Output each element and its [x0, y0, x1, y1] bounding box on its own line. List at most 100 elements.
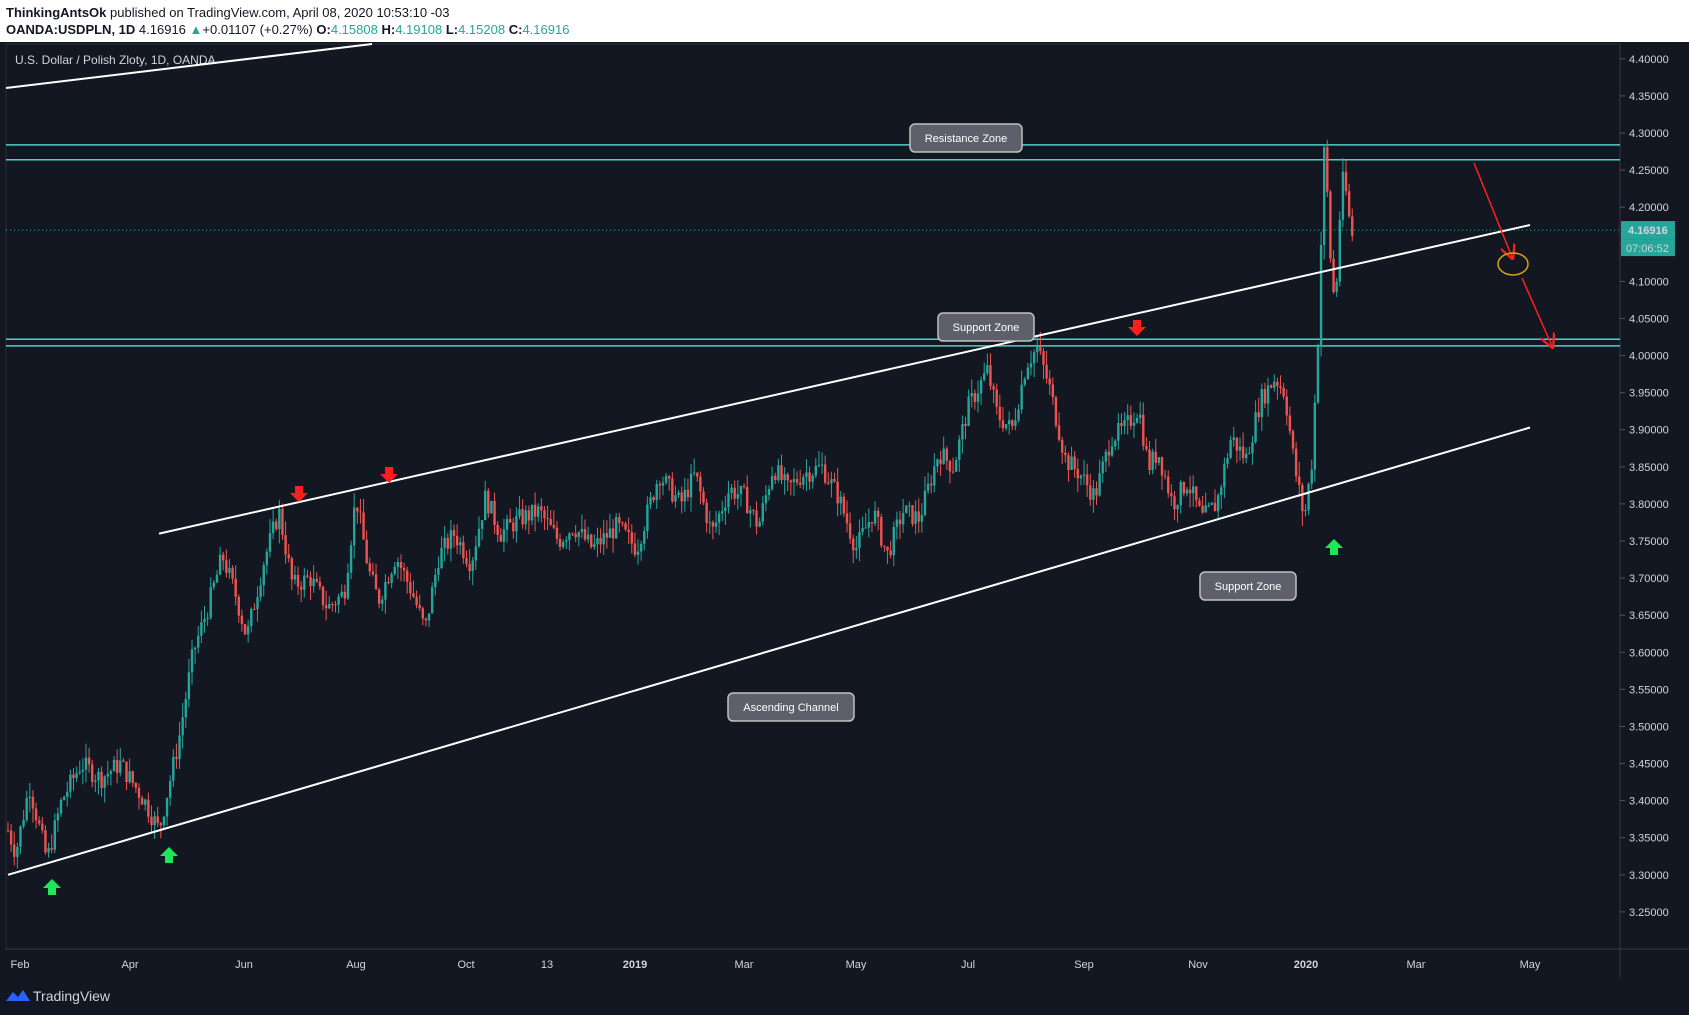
candle-body: [643, 531, 646, 544]
candle-body: [602, 533, 605, 545]
candle-body: [1154, 451, 1157, 463]
brand-label[interactable]: TradingView: [33, 988, 111, 1004]
candle-body: [1273, 381, 1276, 388]
candle-body: [1288, 415, 1292, 432]
tradingview-logo-icon: [6, 990, 30, 1001]
candle-body: [412, 593, 415, 597]
candle-body: [346, 572, 350, 599]
up-signal-arrow-icon: [1325, 539, 1343, 555]
candle-body: [777, 465, 780, 480]
candle-body: [1148, 449, 1151, 471]
candle-body: [792, 479, 796, 483]
candle-body: [599, 538, 602, 545]
candle-body: [1188, 489, 1192, 494]
up-signal-arrow-icon: [43, 879, 61, 895]
candle-body: [876, 510, 880, 517]
time-tick-label: May: [1520, 959, 1541, 971]
candle-body: [94, 780, 97, 782]
candle-body: [1248, 453, 1251, 455]
author-name[interactable]: ThinkingAntsOk: [6, 5, 107, 20]
price-axis[interactable]: 4.400004.350004.300004.250004.200004.150…: [1620, 54, 1675, 919]
candle-body: [1123, 420, 1126, 427]
candle-body: [1213, 502, 1217, 512]
candle-body: [930, 483, 933, 486]
support-label: Support Zone: [953, 322, 1020, 334]
support-label-box: [937, 312, 1035, 342]
price-tick-label: 3.70000: [1629, 573, 1669, 585]
candle-body: [406, 570, 409, 582]
candle-body: [315, 578, 318, 582]
candle-body: [387, 581, 390, 584]
candle-body: [1316, 346, 1320, 403]
forecast-arrow-2: [1521, 277, 1552, 346]
candle-body: [356, 507, 359, 512]
symbol-label[interactable]: OANDA:USDPLN, 1D: [6, 22, 136, 37]
candle-body: [895, 519, 899, 527]
price-tick-label: 4.10000: [1629, 276, 1669, 288]
candle-body: [702, 491, 705, 503]
candle-body: [1245, 453, 1248, 459]
time-axis[interactable]: Feb Apr Jun Aug Oct 13 2019 Mar May Jul Sep Nov 2020…: [11, 959, 1541, 971]
channel-label-box: [727, 692, 855, 722]
candle-body: [231, 567, 234, 579]
candle-body: [1241, 446, 1245, 459]
candle-body: [381, 599, 384, 604]
last-price: 4.16916: [138, 22, 186, 37]
candle-body: [362, 512, 365, 540]
candle-body: [1329, 191, 1332, 259]
candle-body: [215, 574, 219, 583]
current-price-value: 4.16916: [1628, 225, 1668, 237]
candle-body: [1157, 457, 1161, 463]
candle-body: [1338, 219, 1341, 282]
candle-body: [717, 513, 721, 523]
candle-body: [331, 604, 334, 606]
candle-body: [848, 523, 852, 539]
candle-body: [271, 521, 275, 534]
candle-body: [275, 521, 278, 530]
candle-body: [459, 542, 462, 546]
candle-body: [1304, 510, 1307, 512]
candle-body: [1145, 445, 1148, 450]
price-chart[interactable]: U.S. Dollar / Polish Zloty, 1D, OANDA 4.…: [0, 0, 1689, 980]
candle-body: [150, 816, 153, 826]
candle-body: [596, 538, 599, 545]
candle-body: [1076, 469, 1079, 479]
candle-body: [175, 756, 178, 759]
candle-body: [256, 597, 259, 610]
candle-body: [371, 571, 375, 575]
chart-title: U.S. Dollar / Polish Zloty, 1D, OANDA: [15, 53, 216, 67]
time-tick-label: Jul: [961, 959, 975, 971]
candle-body: [574, 533, 577, 538]
candle-body: [571, 533, 574, 535]
candle-series: [6, 140, 1354, 869]
candle-body: [686, 489, 690, 498]
candle-body: [1269, 385, 1273, 388]
candle-body: [786, 474, 789, 481]
candle-body: [1204, 505, 1207, 513]
candle-body: [508, 519, 512, 523]
candle-body: [789, 480, 793, 483]
candle-body: [440, 547, 443, 569]
candle-body: [649, 497, 652, 505]
candle-body: [1319, 245, 1323, 347]
candle-body: [742, 486, 746, 488]
candle-body: [81, 769, 85, 772]
candle-body: [281, 508, 284, 536]
candle-body: [212, 582, 216, 588]
open-label: O:: [316, 22, 331, 37]
candle-body: [1198, 500, 1201, 506]
candle-body: [1160, 457, 1164, 476]
candle-body: [427, 613, 431, 621]
candle-body: [1060, 439, 1064, 453]
candle-body: [677, 492, 680, 496]
candle-body: [858, 531, 861, 549]
candle-body: [203, 619, 206, 623]
candle-body: [674, 495, 677, 502]
down-signal-arrow-icon: [380, 467, 398, 483]
candle-body: [303, 575, 306, 590]
candle-body: [125, 761, 128, 783]
price-tick-label: 3.60000: [1629, 647, 1669, 659]
candle-body: [374, 574, 378, 590]
candle-body: [580, 528, 584, 533]
price-tick-label: 3.30000: [1629, 870, 1669, 882]
